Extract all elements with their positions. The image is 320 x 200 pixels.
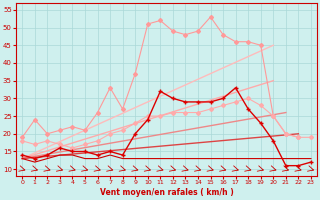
- X-axis label: Vent moyen/en rafales ( km/h ): Vent moyen/en rafales ( km/h ): [100, 188, 234, 197]
